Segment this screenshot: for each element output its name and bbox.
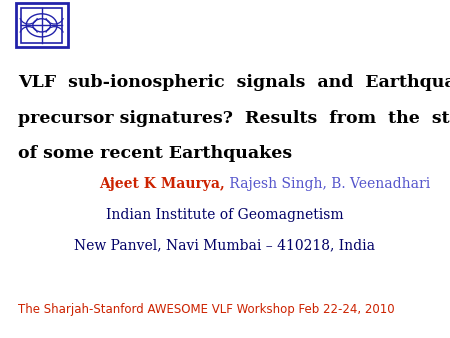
Text: New Panvel, Navi Mumbai – 410218, India: New Panvel, Navi Mumbai – 410218, India: [75, 238, 375, 252]
Text: of some recent Earthquakes: of some recent Earthquakes: [18, 145, 292, 162]
Text: VLF  sub-ionospheric  signals  and  Earthquake: VLF sub-ionospheric signals and Earthqua…: [18, 74, 450, 91]
Bar: [21, 8, 62, 43]
Text: Ajeet K Maurya,: Ajeet K Maurya,: [99, 177, 225, 191]
Bar: [16, 3, 68, 47]
Text: Indian Institute of Geomagnetism: Indian Institute of Geomagnetism: [106, 208, 344, 222]
Text: precursor signatures?  Results  from  the  studies: precursor signatures? Results from the s…: [18, 110, 450, 127]
Text: The Sharjah-Stanford AWESOME VLF Workshop Feb 22-24, 2010: The Sharjah-Stanford AWESOME VLF Worksho…: [18, 303, 395, 316]
Text: Rajesh Singh, B. Veenadhari: Rajesh Singh, B. Veenadhari: [225, 177, 430, 191]
